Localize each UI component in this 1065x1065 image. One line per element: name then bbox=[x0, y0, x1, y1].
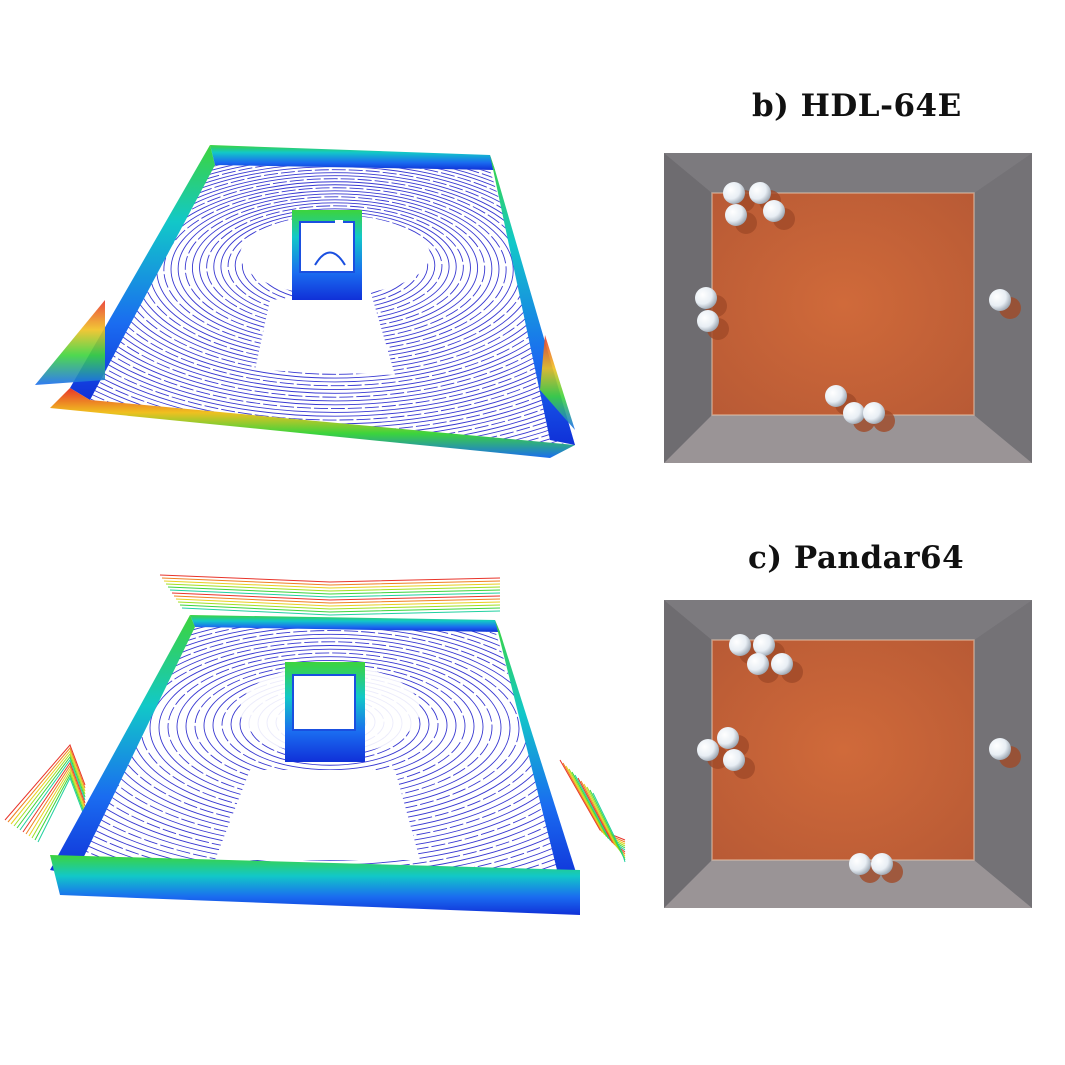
pointcloud-hdl64e bbox=[30, 140, 590, 470]
pointcloud-pandar64 bbox=[0, 570, 630, 930]
pointcloud-pandar64-svg bbox=[4, 574, 626, 915]
render-hdl64e bbox=[664, 153, 1032, 463]
panel-c-title: c) Pandar64 bbox=[748, 540, 965, 576]
render-pandar64-svg bbox=[664, 600, 1032, 908]
render-pandar64 bbox=[664, 600, 1032, 908]
render-hdl64e-svg bbox=[664, 153, 1032, 463]
panel-b-title: b) HDL-64E bbox=[752, 88, 962, 124]
pointcloud-hdl64e-svg bbox=[35, 145, 575, 458]
